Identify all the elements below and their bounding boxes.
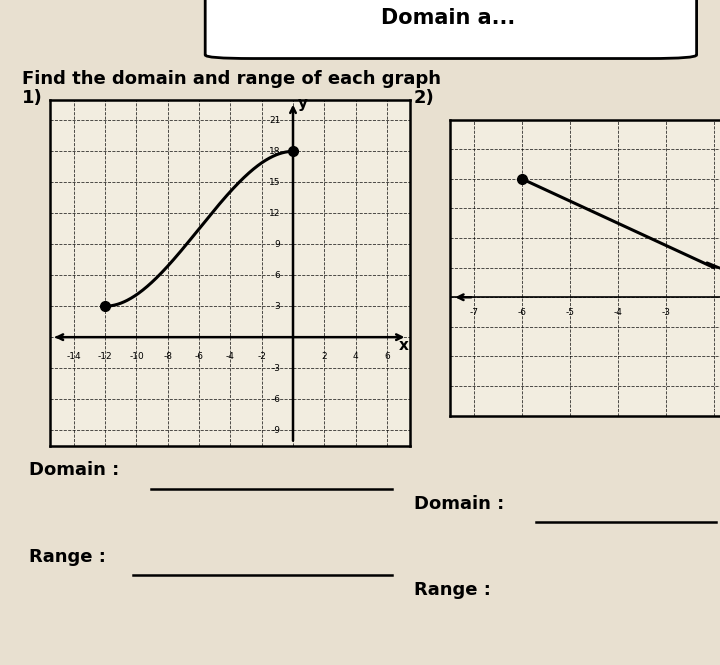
Text: -12: -12 [98,352,112,360]
Text: -6: -6 [271,394,281,404]
Text: 2): 2) [414,89,435,107]
Text: Domain :: Domain : [29,462,119,479]
Text: 18: 18 [269,147,281,156]
Text: x: x [399,338,409,352]
Text: 21: 21 [269,116,281,125]
Text: -2: -2 [257,352,266,360]
Text: -9: -9 [271,426,281,434]
Text: -3: -3 [271,364,281,372]
Text: 6: 6 [384,352,390,360]
FancyBboxPatch shape [205,0,697,59]
Text: -14: -14 [66,352,81,360]
Text: -6: -6 [194,352,204,360]
Text: -8: -8 [163,352,172,360]
Text: -4: -4 [613,308,622,317]
Text: 1): 1) [22,89,42,107]
Text: 2: 2 [322,352,327,360]
Text: Domain :: Domain : [414,495,504,513]
Text: 4: 4 [353,352,359,360]
Text: 12: 12 [269,209,281,218]
Text: -7: -7 [469,308,479,317]
Text: 9: 9 [275,240,281,249]
Text: Range :: Range : [414,581,491,599]
Text: Range :: Range : [29,548,106,566]
Text: 6: 6 [275,271,281,280]
Text: -5: -5 [565,308,575,317]
Text: Find the domain and range of each graph: Find the domain and range of each graph [22,70,441,88]
Text: 15: 15 [269,178,281,187]
Text: 3: 3 [275,302,281,311]
Text: -6: -6 [518,308,526,317]
Text: Domain a...: Domain a... [382,8,516,29]
Text: -4: -4 [226,352,235,360]
Text: -3: -3 [662,308,670,317]
Text: y: y [297,96,307,111]
Text: -10: -10 [129,352,144,360]
